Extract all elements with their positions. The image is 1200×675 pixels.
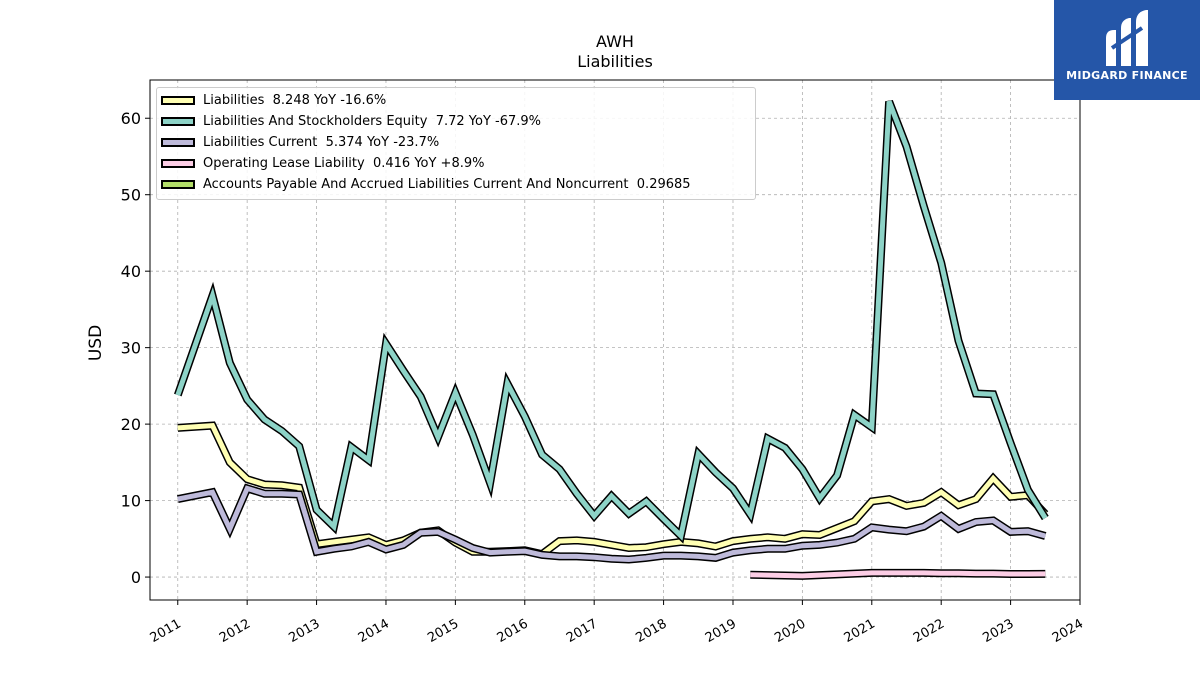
- legend-label: Liabilities 8.248 YoY -16.6%: [203, 92, 387, 108]
- x-tick-label: 2018: [633, 616, 669, 646]
- series-line-1: [175, 100, 1048, 541]
- legend-label: Liabilities And Stockholders Equity 7.72…: [203, 113, 541, 129]
- x-tick-label: 2023: [980, 616, 1016, 646]
- legend-swatch-liabilities-and-stockholders-equity: [161, 116, 195, 126]
- y-tick-label: 40: [121, 262, 141, 281]
- y-tick-label: 30: [121, 339, 141, 358]
- x-tick-label: 2013: [286, 616, 322, 646]
- x-tick-label: 2016: [495, 616, 531, 646]
- legend-label: Accounts Payable And Accrued Liabilities…: [203, 176, 691, 192]
- legend-label: Liabilities Current 5.374 YoY -23.7%: [203, 134, 440, 150]
- y-tick-label: 0: [131, 568, 141, 587]
- axes-frame: [149, 79, 1081, 601]
- chart-title: AWH: [596, 32, 634, 51]
- series-lines: [174, 99, 1049, 580]
- legend-swatch-operating-lease-liability: [161, 158, 195, 168]
- x-tick-label: 2019: [703, 616, 739, 646]
- legend-label: Operating Lease Liability 0.416 YoY +8.9…: [203, 155, 485, 171]
- chart-subtitle: Liabilities: [577, 52, 653, 71]
- y-tick-label: 50: [121, 186, 141, 205]
- legend-item-liabilities-and-stockholders-equity: Liabilities And Stockholders Equity 7.72…: [161, 112, 541, 130]
- y-tick-label: 60: [121, 109, 141, 128]
- legend-item-operating-lease-liability: Operating Lease Liability 0.416 YoY +8.9…: [161, 154, 484, 172]
- x-tick-label: 2022: [911, 616, 947, 646]
- series-line-0: [177, 422, 1048, 557]
- legend: Liabilities 8.248 YoY -16.6% Liabilities…: [156, 87, 756, 200]
- y-tick-label: 20: [121, 415, 141, 434]
- logo-text: MIDGARD FINANCE: [1066, 69, 1188, 82]
- x-tick-label: 2011: [148, 616, 184, 646]
- x-tick-label: 2017: [564, 616, 600, 646]
- x-tick-label: 2012: [217, 616, 253, 646]
- legend-item-accounts-payable: Accounts Payable And Accrued Liabilities…: [161, 175, 691, 193]
- y-tick-label: 10: [121, 492, 141, 511]
- legend-swatch-liabilities: [161, 95, 195, 105]
- x-tick-label: 2015: [425, 616, 461, 646]
- legend-item-liabilities-current: Liabilities Current 5.374 YoY -23.7%: [161, 133, 439, 151]
- x-tick-label: 2021: [842, 616, 878, 646]
- series-line-3: [750, 570, 1046, 579]
- x-tick-label: 2024: [1050, 616, 1086, 646]
- x-tick-label: 2014: [356, 616, 392, 646]
- legend-swatch-liabilities-current: [161, 137, 195, 147]
- logo-mark-icon: [1106, 10, 1148, 66]
- y-axis-label: USD: [86, 325, 106, 361]
- legend-swatch-accounts-payable: [161, 179, 195, 189]
- x-tick-label: 2020: [772, 616, 808, 646]
- legend-item-liabilities: Liabilities 8.248 YoY -16.6%: [161, 91, 386, 109]
- series-line-2: [177, 485, 1046, 563]
- brand-logo: MIDGARD FINANCE: [1054, 0, 1200, 100]
